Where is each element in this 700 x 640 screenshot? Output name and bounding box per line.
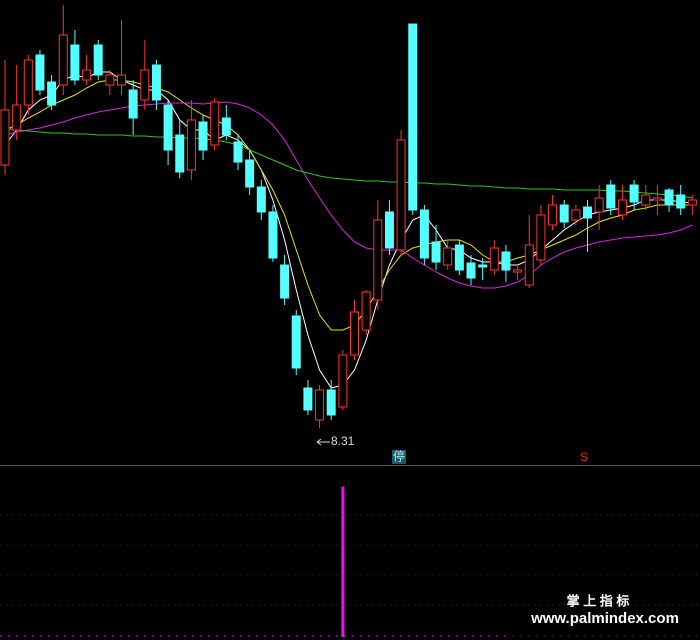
candle-body <box>291 315 301 369</box>
candle-body <box>210 101 220 146</box>
candle-body <box>617 199 627 216</box>
candle-body <box>23 59 33 106</box>
candle-body <box>478 264 488 268</box>
candle-body <box>687 199 697 206</box>
low-arrow-head <box>316 438 322 446</box>
candle-body <box>408 23 418 211</box>
candle-body <box>163 104 173 151</box>
candle-body <box>536 214 546 261</box>
candle-body <box>151 64 161 101</box>
watermark-box <box>505 606 700 640</box>
candle-body <box>198 121 208 151</box>
candle-body <box>419 209 429 259</box>
stop-marker-box <box>392 450 406 464</box>
candle-body <box>0 109 10 166</box>
candle-body <box>12 104 22 131</box>
signal-bar <box>341 486 345 637</box>
candle-body <box>583 206 592 219</box>
candle-body <box>35 54 45 91</box>
candle-body <box>594 197 604 213</box>
candle-body <box>501 251 511 271</box>
candle-body <box>629 184 639 203</box>
candle-body <box>245 159 255 188</box>
candle-body <box>571 209 581 221</box>
candle-body <box>233 141 243 163</box>
candle-body <box>664 189 674 206</box>
candle-body <box>431 241 441 263</box>
candle-body <box>548 204 558 226</box>
candle-body <box>443 247 453 266</box>
candle-body <box>221 117 231 136</box>
stop-marker: 停 <box>393 449 405 464</box>
candle-body <box>652 197 662 201</box>
ma-line <box>4 127 693 199</box>
candle-body <box>361 291 371 331</box>
candle-body <box>303 387 313 411</box>
watermark-url: www.palmindex.com <box>530 610 679 627</box>
indicator-grid <box>0 514 700 606</box>
candle-body <box>384 211 394 249</box>
candle-body <box>268 211 278 259</box>
candle-body <box>466 262 476 279</box>
candle-body <box>140 69 150 101</box>
candle-body <box>454 244 464 271</box>
candle-body <box>58 34 68 86</box>
candle-body <box>641 194 651 206</box>
candle-body <box>175 134 185 173</box>
candle-body <box>350 311 359 356</box>
candle-body <box>186 119 196 171</box>
candle-body <box>82 69 92 81</box>
candle-body <box>606 184 616 209</box>
candle-body <box>315 389 325 421</box>
watermark-title: 掌 上 指 标 <box>567 593 630 608</box>
candle-body <box>489 247 499 271</box>
candle-body <box>105 74 115 86</box>
candle-body <box>70 44 80 81</box>
candle-body <box>326 389 336 416</box>
candle-body <box>524 244 534 286</box>
candle-body <box>47 81 57 106</box>
candle-body <box>280 264 290 299</box>
candle-body <box>396 139 406 251</box>
low-label: 8.31 <box>331 434 355 448</box>
candle-body <box>256 186 266 213</box>
sell-marker: S <box>580 450 588 464</box>
candle-body <box>676 194 686 209</box>
candle-body <box>93 44 103 76</box>
candle-body <box>117 74 126 86</box>
candle-body <box>338 354 348 408</box>
candle-body <box>128 89 138 119</box>
candle-body <box>373 219 383 301</box>
candle-body <box>559 204 569 223</box>
candle-body <box>513 269 523 273</box>
ma-line <box>4 101 693 289</box>
